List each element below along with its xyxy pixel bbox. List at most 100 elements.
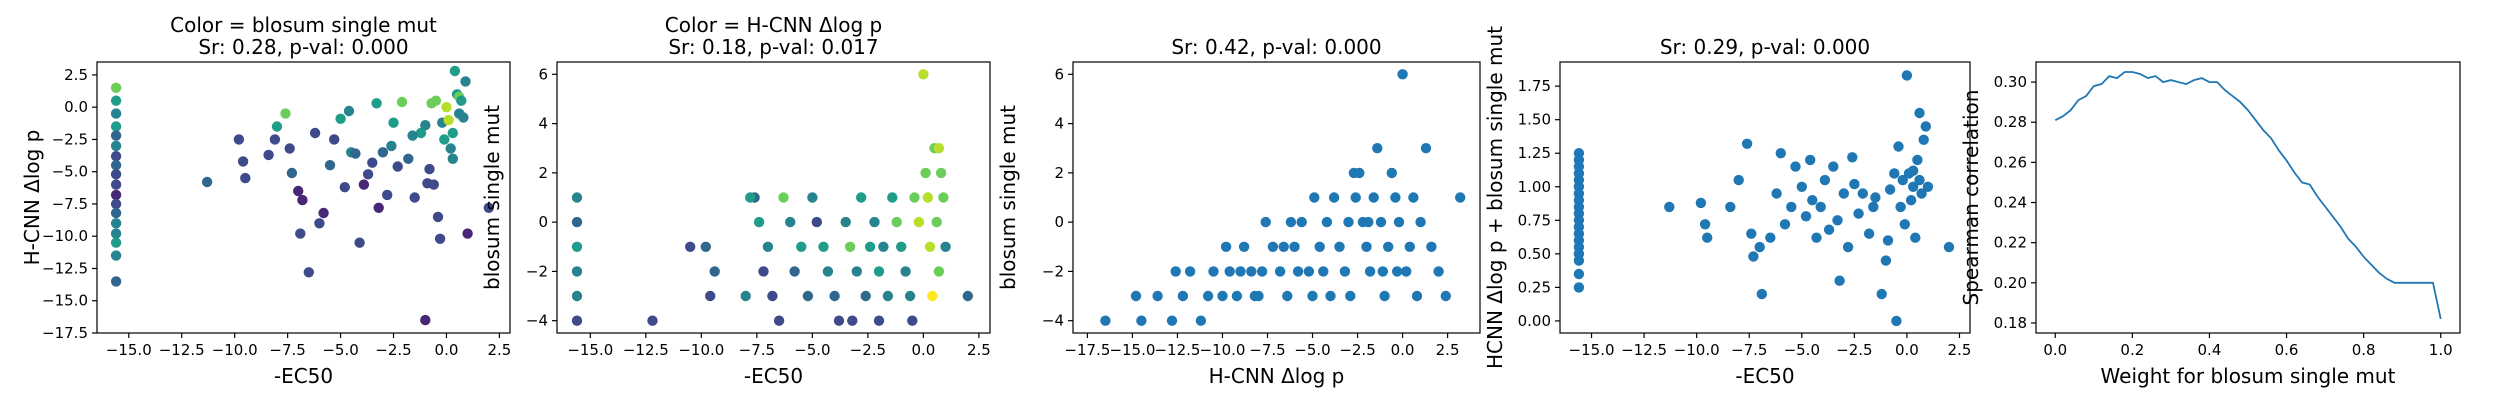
scatter-point — [833, 315, 845, 326]
scatter-point — [432, 211, 444, 223]
y-tick-label: −2 — [1042, 262, 1064, 280]
scatter-point — [840, 216, 851, 228]
scatter-point — [931, 216, 942, 228]
scatter-point — [443, 114, 454, 126]
y-tick-label: −4 — [1042, 312, 1064, 330]
scatter-point — [1943, 241, 1955, 253]
scatter-point — [789, 266, 800, 277]
scatter-point — [1260, 216, 1271, 228]
scatter-point — [940, 241, 951, 252]
x-tick-label: −15.0 — [567, 341, 613, 359]
scatter-point — [1838, 188, 1850, 199]
scatter-point — [767, 290, 778, 302]
scatter-point — [1573, 255, 1585, 266]
scatter-point — [1231, 290, 1243, 302]
x-tick-label: −7.5 — [1249, 341, 1285, 359]
scatter-point — [1699, 219, 1711, 230]
scatter-point — [918, 69, 929, 80]
scatter-point — [1771, 188, 1782, 199]
scatter-point — [785, 216, 796, 228]
scatter-point — [110, 82, 122, 94]
scatter-point — [851, 266, 862, 277]
x-tick-label: −5.0 — [1784, 341, 1820, 359]
scatter-point — [1307, 290, 1318, 302]
scatter-point — [407, 130, 418, 141]
scatter-point — [802, 290, 814, 302]
scatter-point — [1184, 266, 1196, 277]
scatter-point — [269, 134, 281, 145]
scatter-point — [343, 105, 355, 117]
y-tick-label: 0.22 — [1994, 234, 2027, 252]
scatter-point — [1440, 290, 1452, 302]
scatter-point — [335, 113, 346, 125]
scatter-point — [456, 95, 467, 106]
scatter-point — [1195, 315, 1207, 326]
scatter-point — [1922, 181, 1934, 192]
scatter-point — [233, 134, 245, 145]
scatter-point — [1364, 266, 1376, 277]
y-tick-label: 1.75 — [1518, 77, 1551, 95]
scatter-point — [922, 192, 933, 203]
scatter-point — [284, 143, 295, 154]
scatter-point — [1321, 216, 1333, 228]
scatter-point — [807, 192, 818, 203]
scatter-point — [1899, 219, 1911, 230]
scatter-point — [1390, 192, 1401, 203]
scatter-point — [110, 218, 122, 229]
scatter-point — [388, 117, 399, 128]
x-axis-label: -EC50 — [274, 364, 333, 388]
y-tick-label: −17.5 — [42, 324, 88, 342]
scatter-point — [1296, 216, 1307, 228]
scatter-point — [1870, 192, 1881, 203]
scatter-point — [409, 192, 420, 203]
x-tick-label: 2.5 — [1948, 341, 1972, 359]
scatter-point — [1876, 288, 1887, 300]
y-tick-label: 0.75 — [1518, 211, 1551, 229]
y-axis-label: H-CNN Δlog p — [20, 130, 44, 266]
scatter-point — [110, 169, 122, 180]
scatter-point — [709, 266, 720, 277]
x-tick-label: −10.0 — [1199, 341, 1245, 359]
scatter-point — [1256, 266, 1268, 277]
y-tick-label: 4 — [1054, 115, 1064, 133]
y-tick-label: 0.30 — [1994, 73, 2027, 91]
scatter-point — [1177, 290, 1189, 302]
x-tick-label: −2.5 — [375, 341, 411, 359]
scatter-point — [1702, 232, 1713, 243]
scatter-point — [571, 241, 583, 252]
scatter-point — [1748, 251, 1759, 262]
scatter-point — [403, 153, 414, 164]
series-line — [2054, 71, 2442, 320]
x-tick-label: −10.0 — [1674, 341, 1720, 359]
x-tick-label: 0.0 — [1895, 341, 1919, 359]
scatter-point — [1345, 290, 1356, 302]
scatter-point — [1573, 282, 1585, 293]
scatter-point — [329, 134, 340, 145]
plot-frame — [556, 61, 991, 334]
scatter-point — [1775, 148, 1787, 159]
scatter-point — [1363, 216, 1374, 228]
scatter-point — [1202, 290, 1214, 302]
y-tick-label: 0.50 — [1518, 245, 1551, 263]
scatter-point — [237, 156, 249, 167]
scatter-point — [1408, 192, 1419, 203]
scatter-point — [314, 218, 325, 229]
scatter-point — [110, 130, 122, 141]
x-tick-label: 0.6 — [2275, 341, 2299, 359]
scatter-point — [818, 241, 829, 252]
scatter-point — [753, 216, 765, 228]
scatter-point — [1786, 201, 1797, 213]
x-tick-label: −15.0 — [106, 341, 152, 359]
scatter-point — [909, 192, 920, 203]
scatter-point — [1695, 197, 1707, 209]
x-tick-label: −2.5 — [850, 341, 886, 359]
y-tick-label: 0.24 — [1994, 194, 2027, 212]
scatter-point — [822, 266, 834, 277]
scatter-point — [904, 290, 916, 302]
y-tick-label: 0.26 — [1994, 153, 2027, 171]
scatter-point — [1274, 266, 1286, 277]
scatter-point — [1847, 152, 1858, 163]
scatter-point — [382, 189, 393, 201]
y-tick-label: −12.5 — [42, 259, 88, 277]
